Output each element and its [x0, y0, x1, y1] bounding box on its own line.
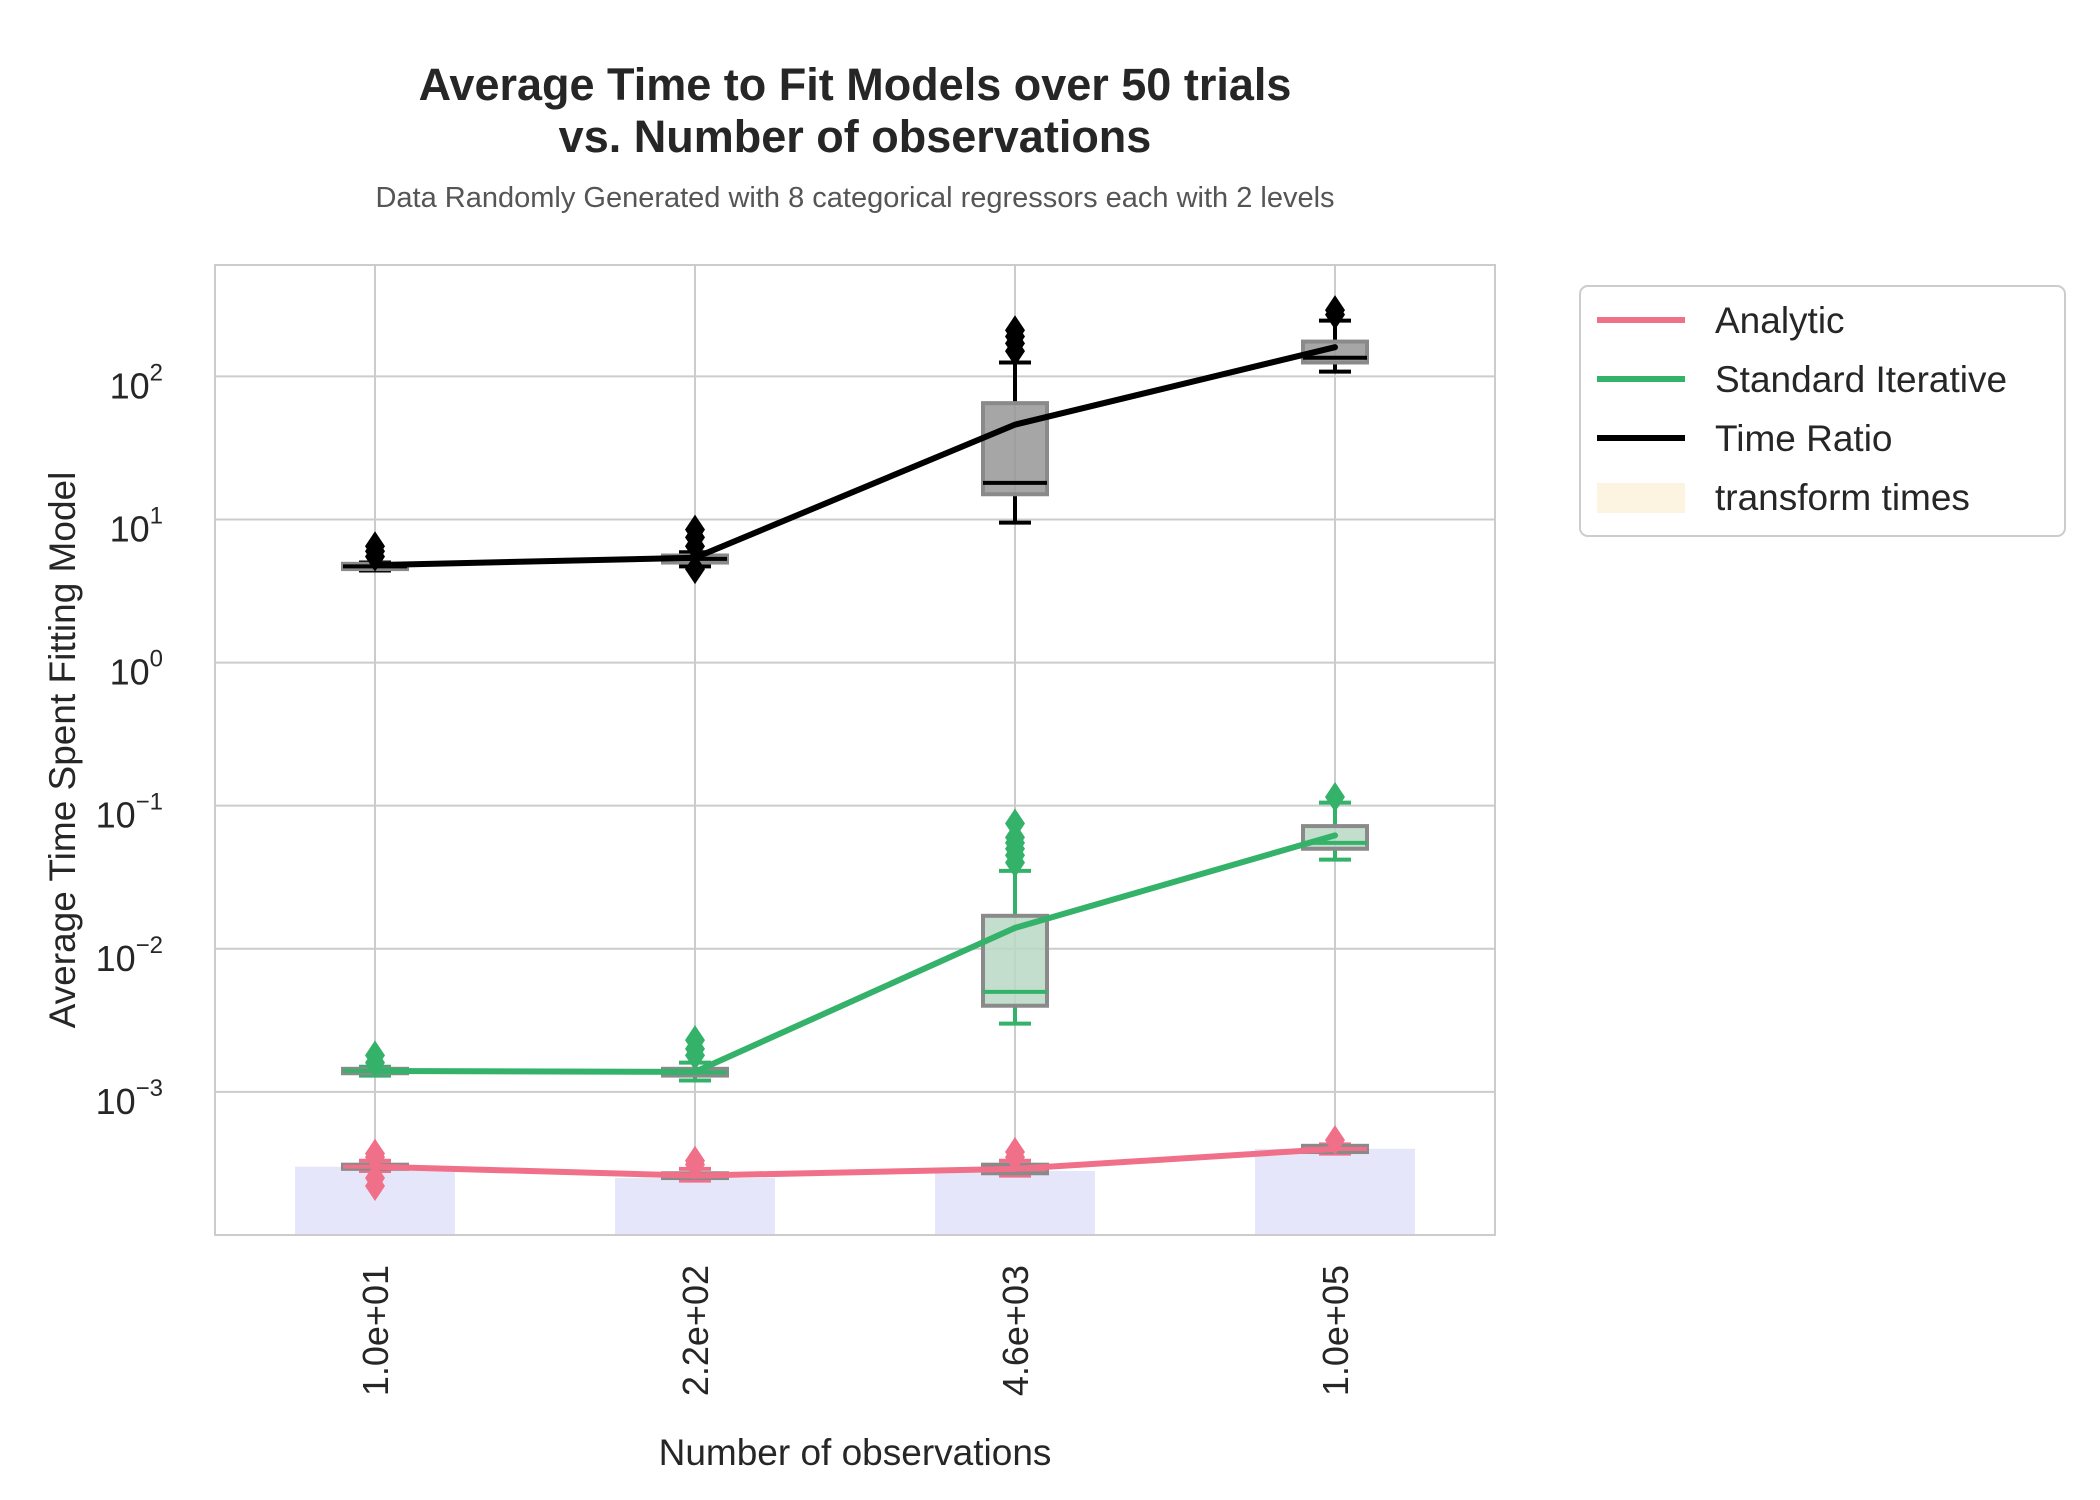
- legend-swatch-transform-times: [1597, 483, 1685, 513]
- legend-label-standard-iterative: Standard Iterative: [1715, 359, 2007, 400]
- outlier-point: [1005, 1137, 1025, 1168]
- y-tick-label: 10−2: [96, 932, 163, 979]
- outlier-point: [1005, 808, 1025, 839]
- outlier-point: [1325, 295, 1345, 326]
- transform-times-bars: [295, 1148, 1415, 1235]
- outlier-point: [365, 1138, 385, 1169]
- series-line: [372, 344, 1338, 569]
- y-tick-labels: 10−3 10−2 10−1 100 101 102: [96, 359, 163, 1122]
- x-axis-label: Number of observations: [659, 1432, 1052, 1473]
- outlier-point: [685, 554, 705, 585]
- series-lines: [372, 344, 1338, 1179]
- series-line: [372, 1145, 1338, 1179]
- outlier-point: [1325, 781, 1345, 812]
- plot-frame: [214, 264, 1496, 1236]
- outlier-point: [685, 1025, 705, 1056]
- box-plot: [981, 315, 1049, 525]
- y-tick-label: 102: [110, 359, 163, 406]
- box-plot: [1301, 295, 1369, 374]
- y-tick-label: 10−1: [96, 789, 163, 836]
- y-tick-label: 10−3: [96, 1075, 163, 1122]
- series-line: [372, 832, 1338, 1075]
- legend-label-transform-times: transform times: [1715, 477, 1970, 518]
- outlier-point: [685, 514, 705, 545]
- transform-time-bar: [1255, 1148, 1415, 1235]
- legend: Analytic Standard Iterative Time Ratio t…: [1579, 285, 2066, 537]
- x-tick-label: 4.6e+03: [995, 1265, 1036, 1396]
- outlier-point: [365, 1163, 385, 1194]
- transform-time-bar: [615, 1178, 775, 1235]
- outlier-point: [685, 1145, 705, 1176]
- transform-time-bar: [935, 1171, 1095, 1235]
- y-axis-label: Average Time Spent Fitting Model: [42, 472, 83, 1029]
- outlier-point: [365, 531, 385, 562]
- outlier-point: [1005, 315, 1025, 346]
- y-tick-label: 101: [110, 502, 163, 549]
- chart-title-line-2: vs. Number of observations: [559, 111, 1152, 162]
- outlier-point: [365, 1040, 385, 1071]
- box-plots: [341, 295, 1369, 1201]
- y-tick-label: 100: [110, 646, 163, 693]
- box-plot: [1301, 781, 1369, 862]
- legend-label-analytic: Analytic: [1715, 300, 1845, 341]
- legend-frame: [1579, 285, 2066, 537]
- chart-title-line-1: Average Time to Fit Models over 50 trial…: [419, 59, 1292, 110]
- x-tick-label: 1.0e+01: [355, 1265, 396, 1396]
- legend-label-time-ratio: Time Ratio: [1715, 418, 1893, 459]
- x-tick-labels: 1.0e+01 2.2e+02 4.6e+03 1.0e+05: [355, 1265, 1356, 1396]
- box-plot: [981, 808, 1049, 1026]
- x-tick-label: 1.0e+05: [1315, 1265, 1356, 1396]
- grid: [215, 265, 1495, 1235]
- x-tick-label: 2.2e+02: [675, 1265, 716, 1396]
- chart-subtitle: Data Randomly Generated with 8 categoric…: [375, 182, 1334, 214]
